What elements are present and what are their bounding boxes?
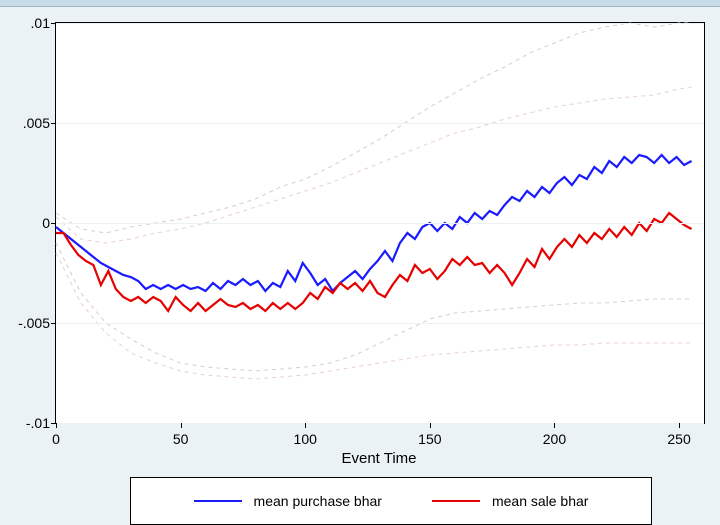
series-purchase_upper_ci: [56, 23, 692, 233]
legend-item: mean purchase bhar: [194, 493, 382, 509]
legend-swatch: [194, 500, 242, 502]
series-sale_upper_ci: [56, 87, 692, 243]
xtick-label: 200: [543, 423, 566, 447]
gridline-y: [56, 223, 704, 224]
gridline-y: [56, 123, 704, 124]
chart-container: -.01-.0050.005.01050100150200250 Event T…: [0, 0, 720, 521]
series-purchase_lower_ci: [56, 243, 692, 371]
xtick-label: 100: [294, 423, 317, 447]
window-titlebar: [0, 0, 720, 7]
plot-area: -.01-.0050.005.01050100150200250: [55, 22, 705, 424]
xtick-label: 50: [173, 423, 189, 447]
series-sale_lower_ci: [56, 253, 692, 379]
series-mean_sale_bhar: [56, 213, 692, 311]
ytick-label: 0: [42, 215, 56, 231]
legend-swatch: [432, 500, 480, 502]
legend: mean purchase bhar mean sale bhar: [130, 477, 652, 525]
x-axis-title: Event Time: [341, 450, 416, 467]
ytick-label: -.005: [18, 315, 56, 331]
gridline-y: [56, 23, 704, 24]
gridline-y: [56, 323, 704, 324]
xtick-label: 0: [52, 423, 60, 447]
ytick-label: .01: [31, 15, 56, 31]
gridline-y: [56, 423, 704, 424]
legend-label: mean purchase bhar: [254, 493, 382, 509]
legend-item: mean sale bhar: [432, 493, 589, 509]
xtick-label: 250: [667, 423, 690, 447]
xtick-label: 150: [418, 423, 441, 447]
legend-label: mean sale bhar: [492, 493, 589, 509]
ytick-label: .005: [23, 115, 56, 131]
